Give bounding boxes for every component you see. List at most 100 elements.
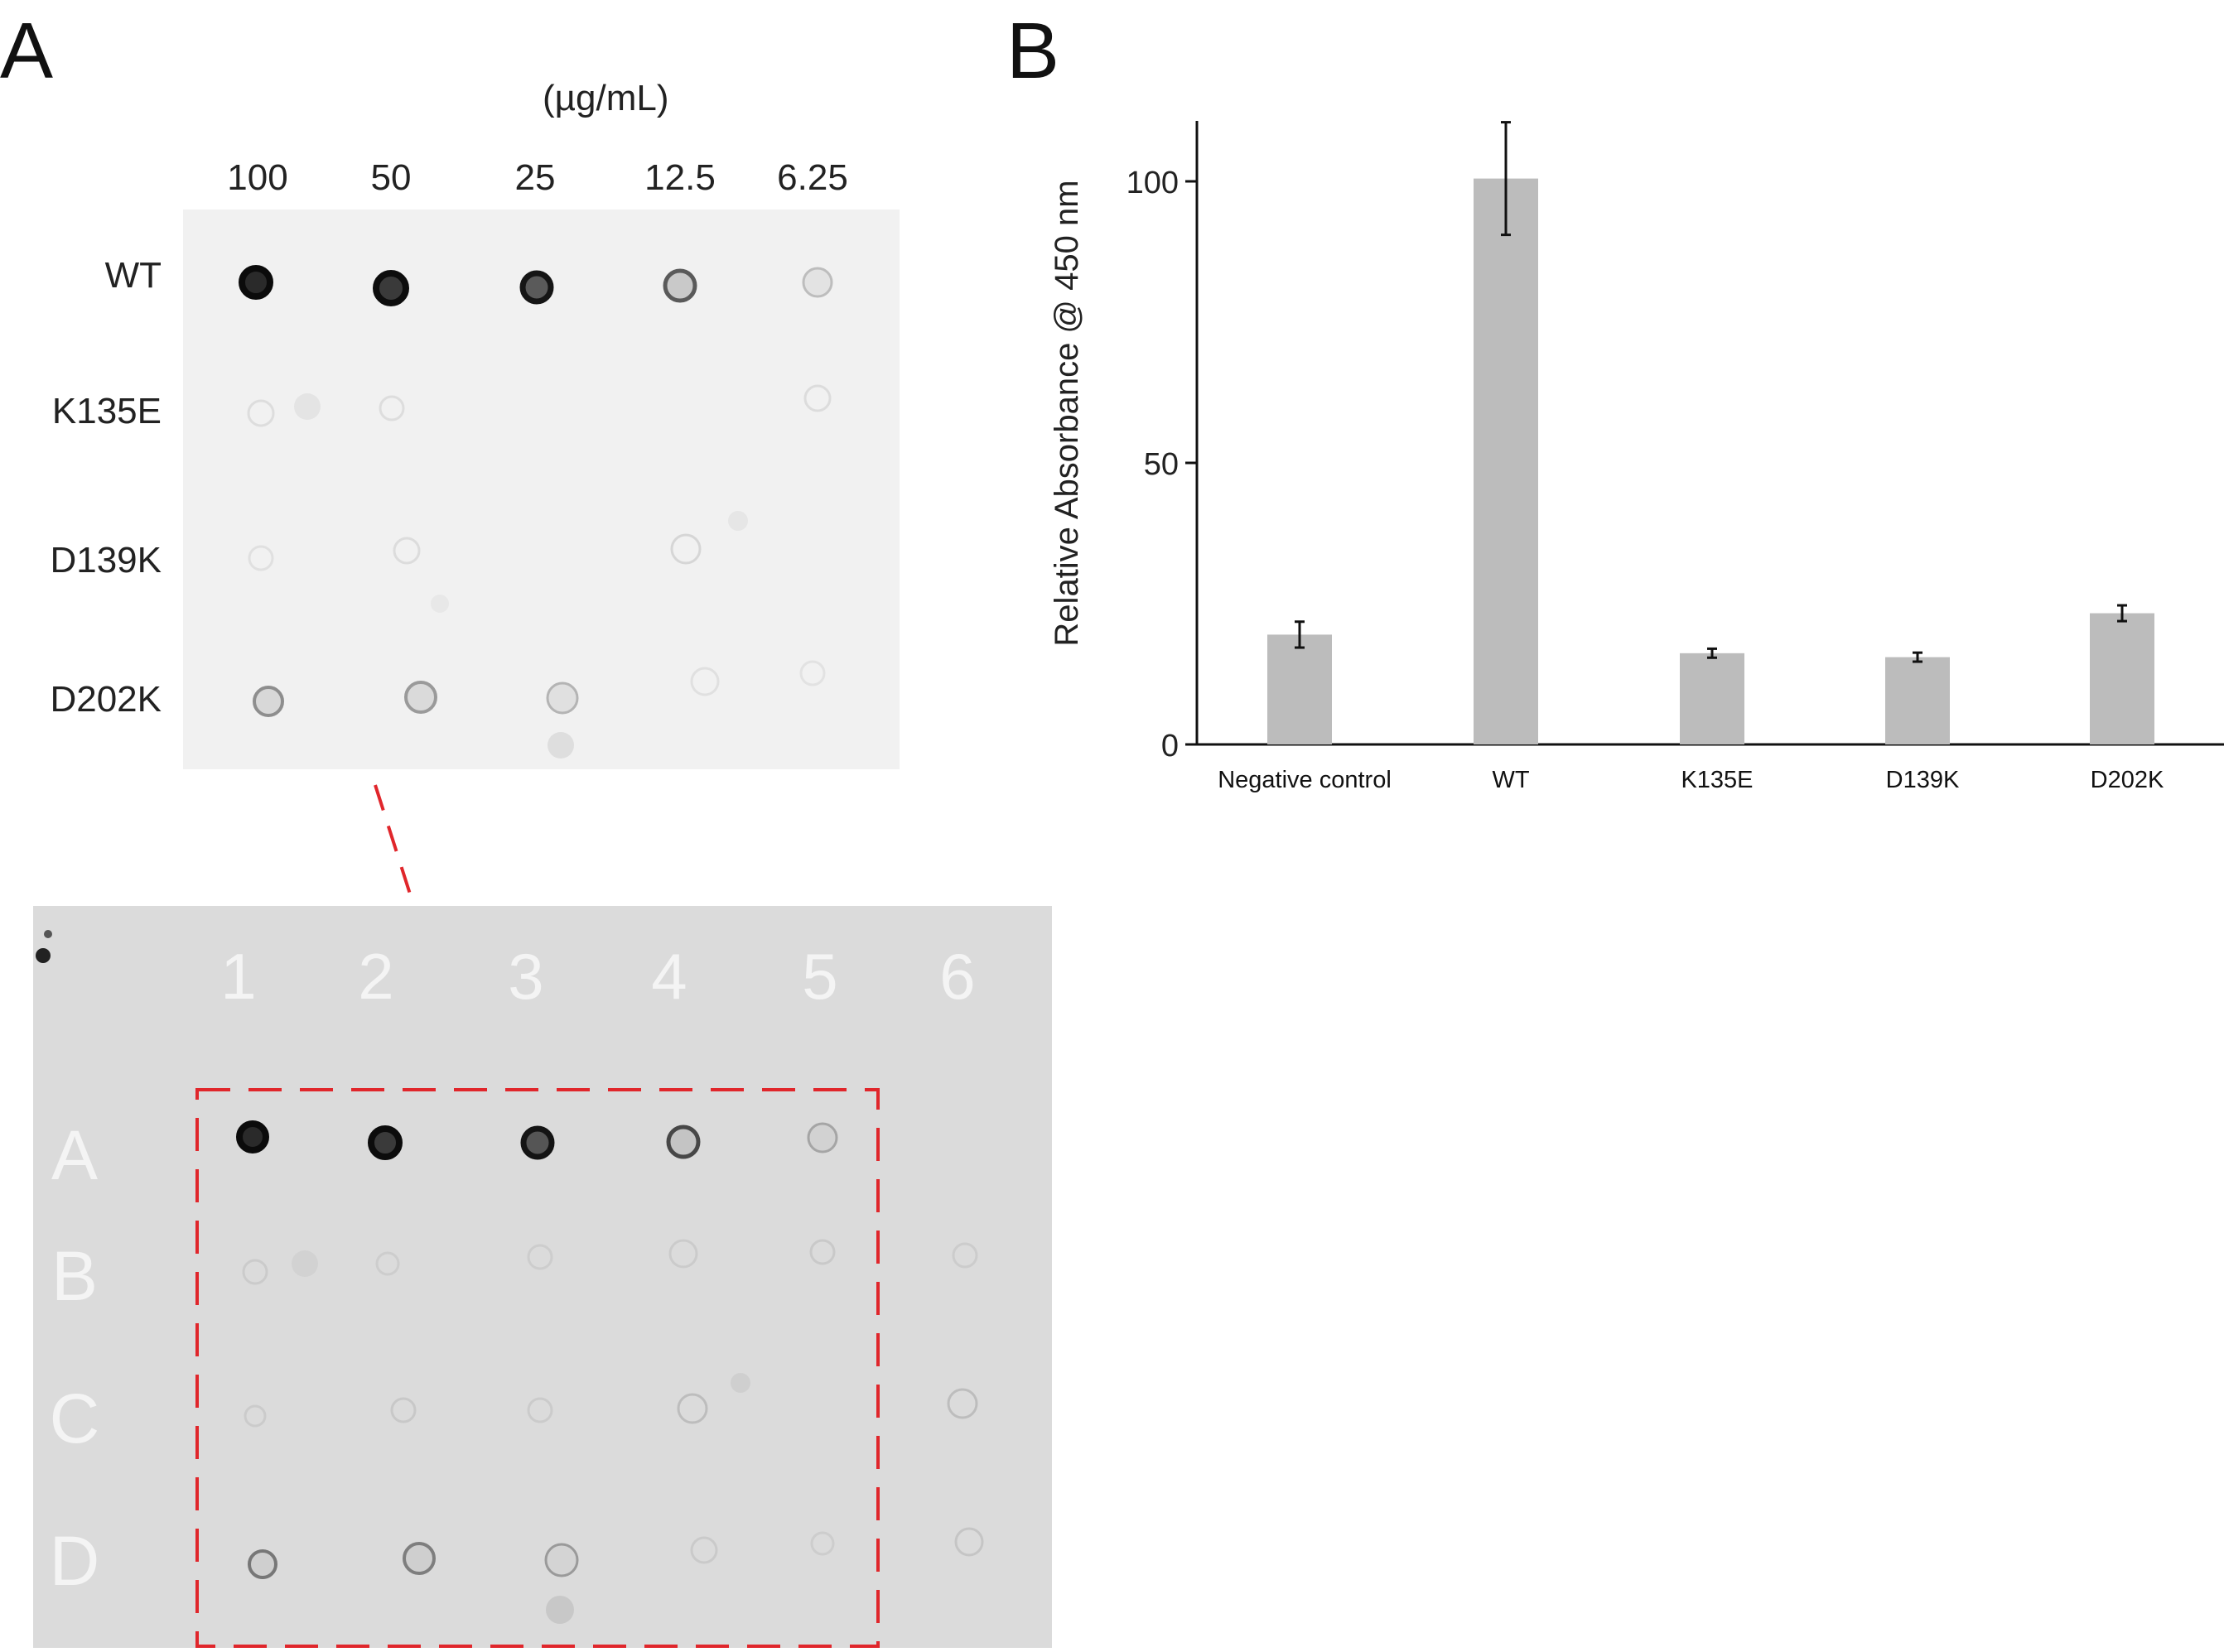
- membrane-dot-b3: [527, 1244, 553, 1270]
- dot-d202k-25: [546, 682, 579, 715]
- x-category-label: K135E: [1681, 767, 1753, 793]
- bar-k135e: [1680, 653, 1744, 744]
- y-axis-label: Relative Absorbance @ 450 nm: [1049, 180, 1085, 646]
- membrane-dot-c3: [527, 1397, 553, 1423]
- dot-wt-6.25: [802, 267, 833, 298]
- membrane-dot-d6: [954, 1527, 984, 1557]
- dot-d139k-faint: [728, 511, 748, 531]
- dot-d139k-100: [248, 545, 274, 571]
- concentration-label: 12.5: [644, 157, 716, 198]
- dot-d202k-12.5: [690, 667, 720, 696]
- concentration-unit-label: (µg/mL): [543, 78, 669, 118]
- membrane-dot-c-faint: [731, 1373, 750, 1393]
- x-category-label: D139K: [1886, 767, 1960, 793]
- membrane-dot-d2: [403, 1542, 436, 1575]
- membrane-dot-b1: [242, 1259, 268, 1285]
- membrane-dot-b6: [952, 1242, 978, 1269]
- sample-row-label: D139K: [50, 540, 162, 580]
- crop-region-rectangle: [195, 1088, 880, 1648]
- sample-row-label: K135E: [51, 391, 162, 431]
- membrane-dot-d-smear: [546, 1596, 574, 1624]
- membrane-dot-a5: [807, 1122, 838, 1154]
- membrane-dot-b5: [809, 1239, 836, 1265]
- dot-wt-12.5: [663, 268, 697, 303]
- dot-k135e-faint: [294, 393, 321, 420]
- membrane-dot-d4: [690, 1536, 718, 1564]
- y-tick-label: 100: [1126, 166, 1179, 200]
- membrane-dot-a1: [236, 1120, 269, 1154]
- x-category-label: Negative control: [1218, 767, 1392, 793]
- membrane-row-label: A: [51, 1116, 98, 1194]
- membrane-dot-a3: [520, 1125, 555, 1160]
- panel-b-letter: B: [1006, 7, 1060, 95]
- bar-negative-control: [1267, 634, 1332, 744]
- chart-bars: [1267, 178, 2154, 745]
- dot-wt-50: [373, 270, 409, 306]
- dot-k135e-6.25: [803, 384, 832, 412]
- membrane-column-label: 2: [358, 940, 393, 1013]
- membrane-dot-b4: [668, 1239, 698, 1269]
- concentration-label: 6.25: [777, 157, 848, 198]
- dot-d139k-50: [393, 537, 421, 565]
- chart-error-bars: [1295, 121, 2127, 663]
- dot-blot-cropped: [183, 210, 900, 769]
- dot-d139k-12.5: [670, 533, 702, 565]
- dot-wt-100: [239, 265, 273, 300]
- dot-d202k-smear: [548, 732, 574, 759]
- bar-wt: [1474, 178, 1538, 745]
- membrane-dot-c1: [244, 1404, 267, 1428]
- absorbance-bar-chart: 0 50 100 Negative control WT K135E D139K D202K…: [1049, 121, 2224, 793]
- sample-row-label: D202K: [50, 679, 162, 720]
- bar-d202k: [2090, 613, 2154, 744]
- error-bar: [1913, 651, 1922, 663]
- membrane-dot-a2: [368, 1125, 403, 1160]
- dot-k135e-100: [247, 399, 275, 427]
- x-category-label: D202K: [2091, 767, 2164, 793]
- membrane-dot-b-faint: [292, 1250, 318, 1277]
- membrane-corner-mark: [36, 948, 51, 963]
- membrane-column-label: 3: [508, 940, 543, 1013]
- sample-row-label: WT: [104, 255, 162, 296]
- membrane-row-label: D: [50, 1522, 100, 1600]
- chart-category-labels: Negative control WT K135E D139K D202K: [1218, 767, 2164, 793]
- membrane-dot-d1: [248, 1549, 277, 1579]
- error-bar: [1501, 121, 1511, 237]
- membrane-dot-a4: [666, 1125, 701, 1159]
- chart-axes: [1195, 121, 2224, 746]
- bar-d139k: [1885, 657, 1950, 744]
- membrane-column-labels: 1 2 3 4 5 6: [220, 940, 975, 1013]
- x-category-label: WT: [1492, 767, 1529, 793]
- membrane-corner-speck: [44, 930, 52, 938]
- dot-d139k-faint2: [431, 595, 449, 613]
- concentration-label: 25: [514, 157, 556, 198]
- concentration-label: 100: [227, 157, 288, 198]
- membrane-dot-c6: [947, 1388, 978, 1419]
- membrane-dot-d5: [810, 1531, 835, 1556]
- membrane-dot-b2: [375, 1251, 400, 1276]
- membrane-column-label: 5: [802, 940, 837, 1013]
- membrane-dot-d3: [544, 1543, 579, 1577]
- membrane-dot-c2: [390, 1397, 417, 1423]
- error-bar: [2117, 604, 2127, 623]
- dot-k135e-50: [379, 395, 405, 421]
- membrane-column-label: 6: [939, 940, 975, 1013]
- concentration-label: 50: [370, 157, 412, 198]
- membrane-dot-c4: [677, 1393, 708, 1424]
- dot-d202k-50: [404, 681, 437, 714]
- dot-d202k-6.25: [799, 660, 826, 686]
- membrane-column-label: 1: [220, 940, 256, 1013]
- chart-ticks: 0 50 100: [1126, 166, 1197, 763]
- error-bar: [1707, 647, 1717, 659]
- dot-wt-25: [519, 270, 554, 305]
- y-tick-label: 0: [1161, 729, 1179, 763]
- y-tick-label: 50: [1144, 447, 1179, 482]
- membrane-row-label: C: [50, 1380, 100, 1457]
- membrane-row-label: B: [51, 1237, 98, 1315]
- panel-a-letter: A: [0, 7, 54, 95]
- error-bar: [1295, 620, 1305, 649]
- dot-d202k-100: [253, 686, 284, 717]
- membrane-column-label: 4: [651, 940, 687, 1013]
